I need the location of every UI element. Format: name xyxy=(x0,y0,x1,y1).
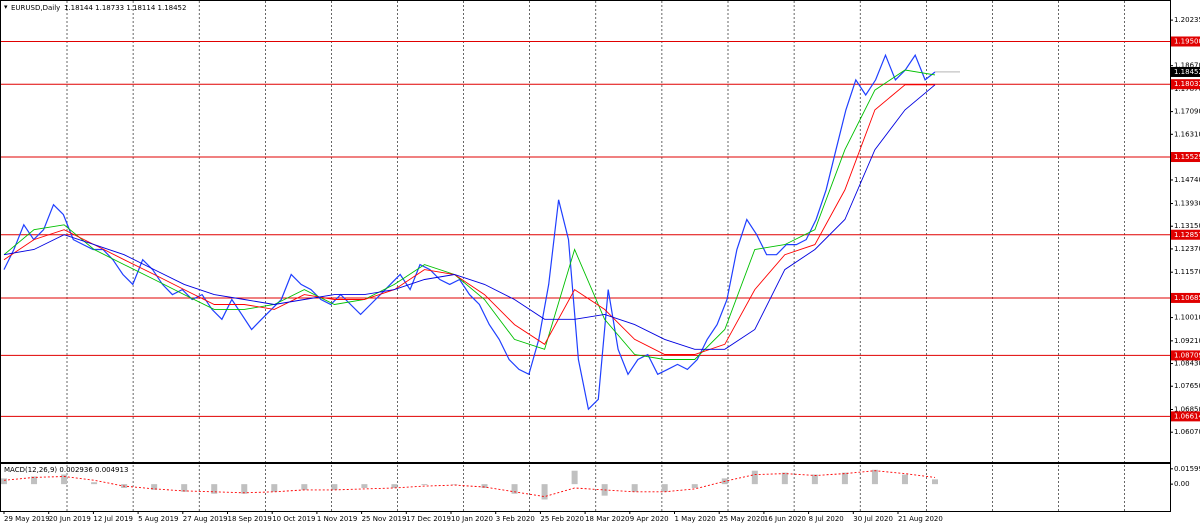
macd-bar xyxy=(61,474,68,485)
macd-bar xyxy=(151,484,158,490)
x-tick-label: 10 Oct 2019 xyxy=(272,515,315,523)
y-tick-label: 0.015993 xyxy=(1174,465,1200,473)
level-tag xyxy=(1171,411,1200,422)
macd-bar xyxy=(871,469,878,485)
x-tick-label: 1 Nov 2019 xyxy=(317,515,357,523)
macd-bar xyxy=(691,484,698,488)
macd-bar xyxy=(661,484,668,492)
level-tag xyxy=(1171,292,1200,303)
x-tick-label: 9 Apr 2020 xyxy=(630,515,669,523)
y-tick-label: 1.07650 xyxy=(1174,382,1200,390)
macd-bar xyxy=(571,470,578,485)
macd-bar xyxy=(271,484,278,492)
moving-average xyxy=(3,84,935,355)
macd-bar xyxy=(451,484,458,485)
level-tag xyxy=(1171,36,1200,47)
y-tick-label: 1.08430 xyxy=(1174,360,1200,368)
y-tick-label: 1.13930 xyxy=(1174,200,1200,208)
x-tick-label: 30 Jul 2020 xyxy=(853,515,893,523)
macd-bar xyxy=(781,472,788,485)
x-tick-label: 21 Aug 2020 xyxy=(898,515,943,523)
time-grid xyxy=(66,1,1125,511)
y-tick-label: 1.12370 xyxy=(1174,245,1200,253)
macd-bar xyxy=(181,484,188,492)
x-tick-label: 25 Feb 2020 xyxy=(540,515,584,523)
price-pane xyxy=(0,0,1171,463)
x-tick-label: 12 Jul 2019 xyxy=(93,515,133,523)
y-tick-label: 1.11570 xyxy=(1174,268,1200,276)
level-label: 1.18032 xyxy=(1174,80,1200,88)
level-tag xyxy=(1171,350,1200,361)
macd-bar xyxy=(811,474,818,485)
macd-bar xyxy=(31,476,38,485)
macd-bar xyxy=(511,484,518,494)
last-price-label: 1.18452 xyxy=(1174,68,1200,76)
x-tick-label: 16 Jun 2020 xyxy=(764,515,806,523)
x-tick-label: 20 Jun 2019 xyxy=(49,515,91,523)
level-tag xyxy=(1171,152,1200,163)
macd-bar xyxy=(631,484,638,492)
level-label: 1.06614 xyxy=(1174,412,1200,420)
macd-bar xyxy=(841,472,848,485)
macd-bar xyxy=(331,484,338,490)
macd-bar xyxy=(541,484,548,500)
x-tick-label: 29 May 2019 xyxy=(4,515,50,523)
x-tick-label: 25 Nov 2019 xyxy=(362,515,407,523)
level-tag xyxy=(1171,229,1200,240)
y-tick-label: 0.00 xyxy=(1174,480,1190,488)
y-tick-label: 1.18670 xyxy=(1174,62,1200,70)
y-tick-label: 1.17090 xyxy=(1174,108,1200,116)
macd-title: MACD(12,26,9) 0.002936 0.004913 xyxy=(4,466,128,474)
y-tick-label: 1.16310 xyxy=(1174,130,1200,138)
y-tick-label: 1.06850 xyxy=(1174,406,1200,414)
moving-average xyxy=(3,84,936,350)
price-line xyxy=(3,53,936,411)
x-tick-label: 8 Jul 2020 xyxy=(809,515,844,523)
macd-bar xyxy=(211,484,218,494)
x-tick-label: 18 Sep 2019 xyxy=(228,515,272,523)
y-tick-label: 1.09210 xyxy=(1174,337,1200,345)
macd-bar xyxy=(241,484,248,494)
x-tick-label: 10 Jan 2020 xyxy=(451,515,493,523)
macd-bar xyxy=(361,484,368,488)
y-tick-label: 1.10010 xyxy=(1174,314,1200,322)
macd-bar xyxy=(751,470,758,485)
level-tag xyxy=(1171,79,1200,90)
menu-arrow[interactable]: ▾ xyxy=(4,3,8,11)
macd-bar xyxy=(901,474,908,485)
macd-bar xyxy=(421,484,428,486)
last-price-tag xyxy=(1171,66,1200,77)
x-tick-label: 18 Mar 2020 xyxy=(585,515,629,523)
moving-average xyxy=(3,69,936,360)
macd-bar xyxy=(932,479,938,485)
x-tick-label: 5 Aug 2019 xyxy=(138,515,178,523)
x-tick-label: 25 May 2020 xyxy=(719,515,765,523)
level-label: 1.12857 xyxy=(1174,231,1200,239)
macd-bar xyxy=(391,484,398,488)
macd-bar xyxy=(1,478,7,485)
signal-line xyxy=(3,470,936,498)
x-tick-label: 1 May 2020 xyxy=(675,515,716,523)
x-tick-label: 3 Feb 2020 xyxy=(496,515,535,523)
macd-bar xyxy=(481,484,488,488)
macd-bar xyxy=(91,482,98,485)
x-tick-label: 27 Aug 2019 xyxy=(183,515,228,523)
y-tick-label: 1.13150 xyxy=(1174,222,1200,230)
macd-bar xyxy=(301,484,308,490)
level-label: 1.08709 xyxy=(1174,351,1200,359)
level-label: 1.10685 xyxy=(1174,294,1200,302)
chart-quote: 1.18144 1.18733 1.18114 1.18452 xyxy=(64,4,186,12)
y-tick-label: 1.06070 xyxy=(1174,428,1200,436)
chart-title: EURUSD,Daily xyxy=(11,4,60,12)
level-label: 1.15529 xyxy=(1174,153,1200,161)
level-label: 1.19500 xyxy=(1174,37,1200,45)
y-tick-label: 1.14740 xyxy=(1174,176,1200,184)
y-tick-label: 1.20235 xyxy=(1174,16,1200,24)
x-tick-label: 17 Dec 2019 xyxy=(406,515,451,523)
